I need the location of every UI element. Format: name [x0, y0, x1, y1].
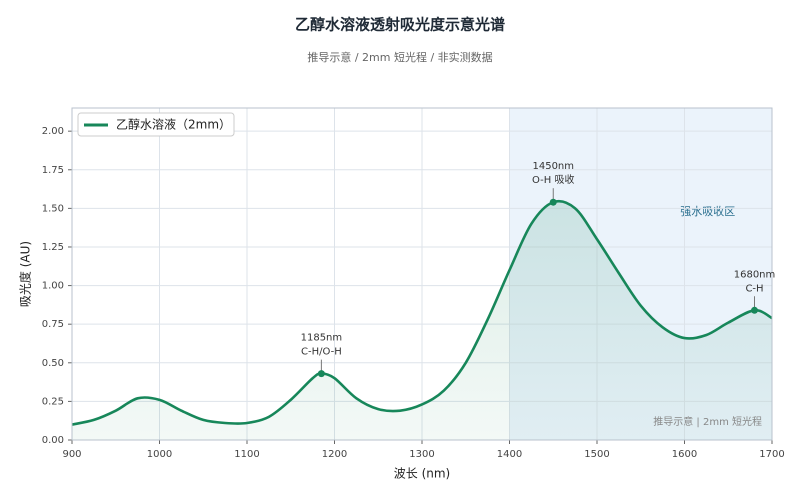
y-tick-label: 1.25 [42, 242, 64, 253]
annotation-text: C-H/O-H [301, 347, 342, 358]
legend-label: 乙醇水溶液（2mm） [116, 117, 231, 132]
x-tick-label: 1400 [497, 449, 522, 460]
annotation-point [549, 198, 557, 206]
annotation-text: O-H 吸收 [532, 173, 574, 186]
y-tick-label: 0.00 [42, 435, 64, 446]
y-tick-label: 0.75 [42, 319, 64, 330]
y-tick-label: 1.50 [42, 203, 64, 214]
x-tick-label: 1300 [409, 449, 434, 460]
annotation-text: 1450nm [532, 161, 574, 172]
y-tick-label: 0.50 [42, 358, 64, 369]
annotation-text: C-H [745, 283, 763, 294]
x-tick-label: 1100 [234, 449, 259, 460]
x-tick-label: 1500 [584, 449, 609, 460]
y-tick-label: 1.00 [42, 281, 64, 292]
annotation-text: 1185nm [301, 333, 343, 344]
x-tick-label: 1000 [147, 449, 172, 460]
highlight-label: 强水吸收区 [680, 204, 735, 218]
x-tick-label: 1600 [672, 449, 697, 460]
y-tick-label: 0.25 [42, 396, 64, 407]
y-tick-label: 1.75 [42, 165, 64, 176]
chart-subtitle: 推导示意 / 2mm 短光程 / 非实测数据 [307, 50, 492, 64]
legend-box [77, 112, 235, 137]
annotation-point [751, 306, 758, 314]
x-tick-label: 1700 [759, 449, 784, 460]
x-tick-label: 900 [62, 449, 81, 460]
annotation-text: 1680nm [734, 269, 776, 280]
x-tick-label: 1200 [322, 449, 347, 460]
area [72, 201, 772, 440]
watermark: 推导示意 | 2mm 短光程 [653, 415, 762, 428]
y-tick-label: 2.00 [42, 126, 64, 137]
y-axis-label: 吸光度 (AU) [18, 241, 33, 307]
annotation-point [317, 370, 325, 378]
chart-title: 乙醇水溶液透射吸光度示意光谱 [295, 16, 505, 34]
plot-frame [71, 107, 773, 441]
x-axis-label: 波长 (nm) [394, 467, 450, 481]
line [71, 199, 773, 426]
